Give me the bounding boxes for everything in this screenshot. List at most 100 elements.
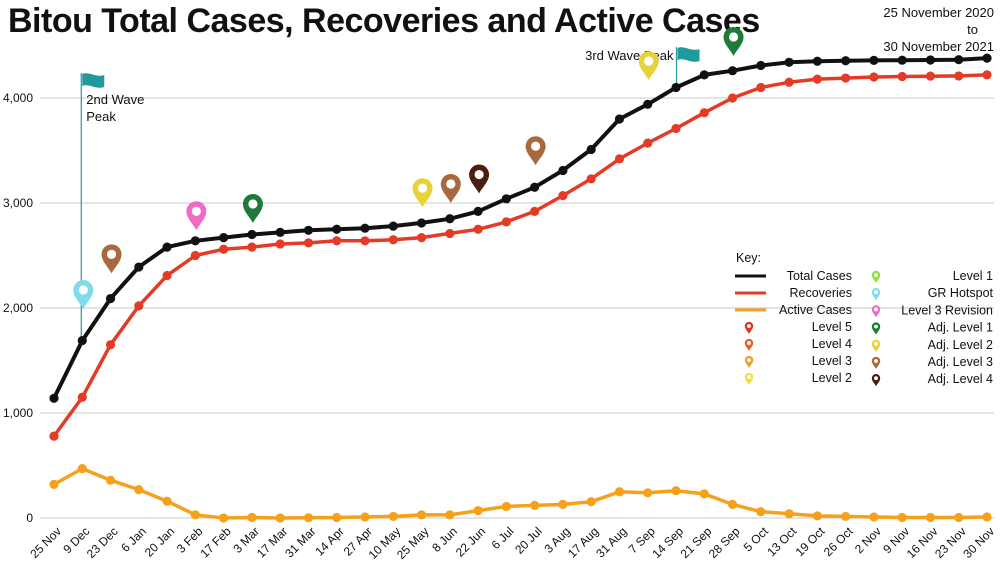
data-point (671, 486, 681, 496)
pin-hole (874, 341, 878, 346)
data-point (77, 392, 87, 402)
pin-hole (644, 56, 654, 66)
pin-hole (747, 341, 751, 345)
data-point (671, 123, 681, 134)
data-point (558, 165, 568, 176)
data-point (784, 77, 794, 87)
data-point (727, 499, 738, 509)
data-point (897, 512, 907, 523)
data-point (558, 499, 568, 509)
legend-marker-icon (871, 374, 881, 387)
data-point (388, 511, 398, 522)
data-point (671, 82, 681, 93)
marker-adj-level-3 (101, 244, 122, 274)
date-range-end: 30 November 2021 (883, 39, 994, 54)
data-point (869, 72, 879, 82)
second-wave-label-line1: 2nd Wave (86, 92, 144, 107)
data-point (614, 114, 625, 124)
data-point (49, 393, 59, 403)
pin-hole (874, 307, 878, 312)
legend-label: Level 4 (812, 337, 852, 351)
legend-label: Level 1 (953, 269, 993, 283)
data-point (530, 182, 540, 192)
series-line (53, 466, 988, 520)
x-tick-label: 17 Aug (565, 524, 601, 560)
marker-adj-level-2 (412, 178, 433, 208)
marker-adj-level-2 (638, 51, 659, 81)
y-tick-label: 0 (26, 511, 33, 525)
data-point (501, 501, 511, 512)
x-tick-label: 25 Nov (27, 524, 64, 561)
date-range: 25 November 2020 to 30 November 2021 (883, 4, 994, 55)
series-line (52, 56, 988, 400)
data-point (530, 500, 540, 510)
flag-cloth (677, 47, 700, 62)
pin-hole (747, 358, 751, 362)
x-tick-label: 20 Jan (142, 524, 177, 559)
x-tick-label: 31 Aug (593, 524, 629, 560)
data-point (586, 144, 596, 155)
x-tick-label: 26 Oct (821, 524, 856, 559)
legend-marker-icon (871, 305, 881, 318)
legend-label: Total Cases (787, 269, 852, 283)
x-tick-label: 13 Oct (764, 524, 799, 559)
marker-adj-level-1 (242, 193, 263, 223)
legend-marker-icon (871, 339, 881, 352)
data-point (954, 55, 964, 65)
data-point (841, 511, 851, 522)
data-point (727, 93, 738, 103)
data-point (247, 229, 257, 240)
data-point (388, 235, 398, 245)
pin-hole (747, 324, 751, 328)
legend-label: Level 5 (812, 320, 852, 334)
data-point (416, 510, 427, 520)
data-point (219, 233, 229, 243)
data-point (841, 73, 851, 83)
data-point (643, 138, 653, 148)
legend-marker-icon (744, 355, 754, 368)
series-total-cases (49, 53, 992, 403)
data-point (614, 487, 625, 497)
data-point (190, 236, 200, 246)
flag-cloth (82, 73, 105, 88)
pin-hole (874, 376, 878, 381)
data-point (388, 221, 398, 231)
legend-label: Adj. Level 3 (928, 355, 993, 369)
data-point (501, 194, 511, 204)
data-point (812, 511, 822, 521)
legend-marker-icon (744, 321, 754, 334)
legend-marker-icon (871, 356, 881, 369)
pin-hole (78, 285, 88, 295)
series-lines (49, 53, 992, 523)
data-point (897, 55, 907, 65)
data-point (219, 244, 229, 254)
data-point (77, 335, 87, 346)
data-point (360, 223, 370, 233)
pin-hole (728, 32, 739, 42)
data-point (332, 224, 342, 234)
x-tick-label: 14 Apr (312, 524, 346, 558)
marker-adj-level-3 (525, 136, 546, 166)
pin-hole (106, 249, 117, 259)
marker-adj-level-4 (469, 164, 490, 194)
data-point (756, 60, 766, 71)
data-point (360, 236, 370, 246)
date-range-to: to (967, 22, 978, 37)
data-point (954, 71, 964, 81)
pin-hole (248, 199, 258, 209)
legend-label: Level 2 (812, 371, 852, 385)
data-point (699, 70, 709, 80)
x-tick-label: 28 Sep (706, 524, 743, 561)
data-point (897, 71, 907, 82)
legend-label: Adj. Level 1 (928, 321, 993, 335)
pin-hole (874, 324, 878, 329)
data-point (416, 218, 427, 228)
legend-marker-icon (871, 322, 881, 335)
third-wave-label: 3rd Wave Peak (585, 48, 674, 63)
data-point (332, 512, 342, 523)
pin-hole (874, 273, 878, 277)
data-point (473, 224, 483, 234)
data-point (105, 475, 116, 485)
wave-peak-annotations: 2nd Wave Peak 3rd Wave Peak (80, 47, 700, 340)
